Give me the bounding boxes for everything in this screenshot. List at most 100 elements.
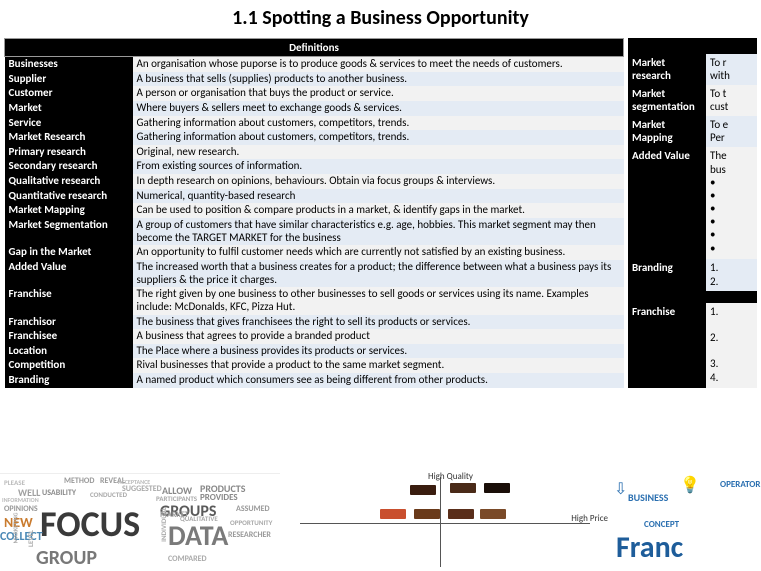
def-text: The business that gives franchisees the … bbox=[133, 315, 624, 330]
product-marker bbox=[410, 485, 436, 495]
def-text: Where buyers & sellers meet to exchange … bbox=[133, 101, 624, 116]
wordcloud-word: USABILITY bbox=[42, 488, 76, 498]
def-term: Franchisor bbox=[5, 315, 133, 330]
wordcloud-word: LEVEL bbox=[26, 530, 35, 547]
product-marker bbox=[480, 509, 506, 519]
def-text: A named product which consumers see as b… bbox=[133, 373, 624, 388]
def-text: The increased worth that a business crea… bbox=[133, 260, 624, 287]
wordcloud-word: FOCUS bbox=[40, 502, 140, 546]
right-def: 1. 2. bbox=[706, 259, 757, 290]
def-term: Market Mapping bbox=[5, 203, 133, 218]
wordcloud-word: COMPARED bbox=[168, 554, 207, 564]
def-text: A group of customers that have similar c… bbox=[133, 218, 624, 245]
def-term: Qualitative research bbox=[5, 174, 133, 189]
def-text: A person or organisation that buys the p… bbox=[133, 86, 624, 101]
right-term: Branding bbox=[628, 259, 706, 290]
wordcloud-word: INFORMATION bbox=[2, 496, 39, 504]
wordcloud-word: METHOD bbox=[64, 476, 94, 486]
def-text: Numerical, quantity-based research bbox=[133, 189, 624, 204]
def-term: Supplier bbox=[5, 72, 133, 87]
right-header bbox=[628, 38, 757, 54]
def-text: An opportunity to fulfil customer needs … bbox=[133, 245, 624, 260]
right-term: Market segmentation bbox=[628, 85, 706, 116]
product-marker bbox=[450, 483, 476, 493]
page-title: 1.1 Spotting a Business Opportunity bbox=[0, 0, 761, 38]
quadrant-axis-vertical bbox=[440, 477, 441, 567]
wordcloud-word: MARKETING bbox=[11, 513, 19, 544]
wordcloud-word: GROUP bbox=[36, 546, 97, 570]
definitions-table: Definitions BusinessesAn organisation wh… bbox=[4, 38, 624, 388]
product-marker bbox=[484, 483, 510, 493]
def-term: Location bbox=[5, 344, 133, 359]
def-term: Service bbox=[5, 116, 133, 131]
def-term: Secondary research bbox=[5, 159, 133, 174]
wordcloud-word: PROVIDES bbox=[200, 492, 238, 503]
images-row: FOCUSDATAGROUPSGROUPNEWCOLLECTWELLUSABIL… bbox=[0, 473, 761, 571]
def-term: Businesses bbox=[5, 57, 133, 72]
market-map-quadrant: High Quality High Price bbox=[280, 473, 610, 571]
def-term: Quantitative research bbox=[5, 189, 133, 204]
franchise-word: OPERATOR bbox=[720, 479, 760, 490]
def-text: The right given by one business to other… bbox=[133, 287, 624, 314]
right-separator bbox=[628, 291, 757, 303]
right-def: To r with bbox=[706, 54, 757, 85]
wordcloud-image: FOCUSDATAGROUPSGROUPNEWCOLLECTWELLUSABIL… bbox=[0, 473, 280, 571]
def-term: Competition bbox=[5, 358, 133, 373]
wordcloud-word: RESEARCHER bbox=[228, 530, 271, 540]
franchise-main-word: Franc bbox=[616, 529, 683, 566]
def-term: Market Segmentation bbox=[5, 218, 133, 245]
def-text: Can be used to position & compare produc… bbox=[133, 203, 624, 218]
def-text: Gathering information about customers, c… bbox=[133, 116, 624, 131]
def-term: Customer bbox=[5, 86, 133, 101]
right-term: Added Value bbox=[628, 147, 706, 259]
right-term: Market research bbox=[628, 54, 706, 85]
def-term: Market Research bbox=[5, 130, 133, 145]
def-term: Branding bbox=[5, 373, 133, 388]
def-text: A business that agrees to provide a bran… bbox=[133, 329, 624, 344]
wordcloud-word: INDIVIDUAL bbox=[159, 507, 168, 542]
def-text: From existing sources of information. bbox=[133, 159, 624, 174]
right-def: The bus • • • • • • bbox=[706, 147, 757, 259]
def-text: Gathering information about customers, c… bbox=[133, 130, 624, 145]
def-term: Franchise bbox=[5, 287, 133, 314]
lightbulb-icon: 💡 bbox=[680, 475, 700, 495]
wordcloud-word: COLLECT bbox=[0, 530, 43, 544]
definitions-header: Definitions bbox=[5, 39, 624, 57]
quadrant-axis-horizontal bbox=[300, 523, 590, 524]
def-term: Added Value bbox=[5, 260, 133, 287]
right-term: Market Mapping bbox=[628, 116, 706, 147]
tables-container: Definitions BusinessesAn organisation wh… bbox=[0, 38, 761, 388]
quadrant-label-top: High Quality bbox=[428, 471, 473, 482]
def-text: Original, new research. bbox=[133, 145, 624, 160]
def-term: Primary research bbox=[5, 145, 133, 160]
def-text: A business that sells (supplies) product… bbox=[133, 72, 624, 87]
arrow-icon: ⇩ bbox=[614, 479, 627, 499]
def-text: The Place where a business provides its … bbox=[133, 344, 624, 359]
def-term: Gap in the Market bbox=[5, 245, 133, 260]
wordcloud-word: PLEASE bbox=[4, 478, 25, 487]
wordcloud-word: DATA bbox=[168, 518, 228, 553]
wordcloud-word: ASSUMED bbox=[236, 504, 270, 514]
product-marker bbox=[380, 509, 406, 519]
product-marker bbox=[414, 509, 440, 519]
def-text: In depth research on opinions, behaviour… bbox=[133, 174, 624, 189]
wordcloud-word: OPPORTUNITY bbox=[230, 518, 272, 527]
product-marker bbox=[448, 509, 474, 519]
right-term: Franchise bbox=[628, 303, 706, 388]
wordcloud-word: PARTICIPANTS bbox=[156, 494, 197, 503]
def-term: Franchisee bbox=[5, 329, 133, 344]
wordcloud-word: OPINIONS bbox=[4, 504, 38, 514]
wordcloud-word: ACCEPTANCE bbox=[118, 478, 150, 486]
def-text: Rival businesses that provide a product … bbox=[133, 358, 624, 373]
wordcloud-word: QUALITATIVE bbox=[180, 514, 218, 523]
right-table: Market researchTo r withMarket segmentat… bbox=[628, 38, 757, 388]
def-term: Market bbox=[5, 101, 133, 116]
franchise-word: BUSINESS bbox=[628, 491, 668, 504]
right-def: To e Per bbox=[706, 116, 757, 147]
def-text: An organisation whose puporse is to prod… bbox=[133, 57, 624, 72]
right-def: 1. 2. 3. 4. bbox=[706, 303, 757, 388]
franchise-word: CONCEPT bbox=[644, 519, 679, 530]
right-def: To t cust bbox=[706, 85, 757, 116]
wordcloud-word: CONDUCTED bbox=[90, 490, 127, 499]
quadrant-label-right: High Price bbox=[571, 513, 608, 524]
